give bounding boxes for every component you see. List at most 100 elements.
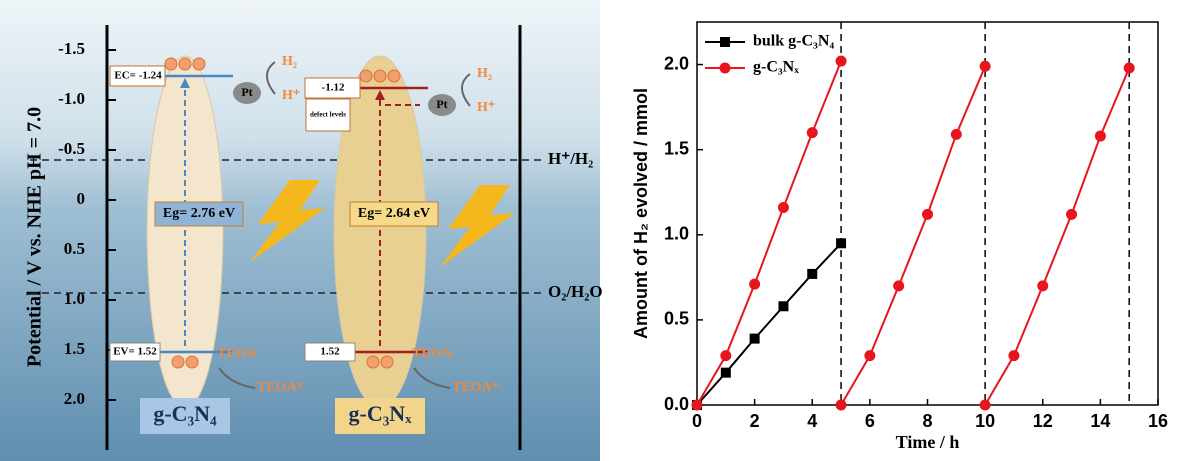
x-tick-label: 0: [692, 411, 702, 431]
data-point: [720, 350, 732, 362]
data-point: [836, 238, 847, 249]
data-point: [777, 202, 789, 214]
y-tick-label: 0.5: [64, 239, 85, 258]
data-point: [1066, 208, 1078, 220]
y-tick-label: 0.5: [664, 309, 689, 329]
x-tick-label: 12: [1033, 411, 1053, 431]
data-point: [893, 280, 905, 292]
product: H⁺: [282, 88, 300, 103]
hole: [380, 355, 394, 369]
material-name: g-C₃Nₓ: [349, 401, 413, 426]
x-tick-label: 8: [922, 411, 932, 431]
series-line: [696, 242, 842, 406]
hole: [171, 355, 185, 369]
data-point: [778, 301, 789, 312]
x-tick-label: 16: [1148, 411, 1168, 431]
electron: [387, 69, 401, 83]
y-tick-label: 2.0: [64, 389, 85, 408]
data-point: [807, 268, 818, 279]
reaction-arrow: [413, 367, 451, 389]
vb-label: EV= 1.52: [113, 346, 157, 358]
data-point: [979, 60, 991, 72]
defect-box: [305, 98, 351, 132]
x-tick-label: 4: [807, 411, 817, 431]
data-point: [835, 399, 847, 411]
data-point: [749, 333, 760, 344]
lightning: [440, 185, 515, 267]
reaction-arrow: [218, 367, 256, 389]
series-line: [696, 60, 1131, 406]
data-point: [979, 399, 991, 411]
x-tick-label: 6: [865, 411, 875, 431]
sacrificial-agent: TEOA: [412, 346, 453, 361]
electron: [178, 57, 192, 71]
reference-label: O₂/H₂O: [548, 282, 603, 301]
data-point: [806, 127, 818, 139]
legend-marker: [719, 62, 731, 74]
gap-label-box: [154, 201, 244, 227]
data-point: [864, 350, 876, 362]
gap-label-box: [349, 201, 439, 227]
x-tick-label: 14: [1090, 411, 1110, 431]
gap-label: Eg= 2.76 eV: [163, 206, 235, 221]
y-tick-label: 2.0: [664, 53, 689, 73]
data-point: [1008, 350, 1020, 362]
reference-label: H⁺/H₂: [548, 149, 593, 168]
cocatalyst: Pt: [436, 97, 447, 111]
y-tick-label: 1.0: [64, 289, 85, 308]
data-point: [835, 55, 847, 67]
y-axis-label: Amount of H₂ evolved / mmol: [631, 88, 651, 339]
material-name: g-C₃N₄: [153, 401, 217, 426]
name-box: [335, 398, 425, 434]
reaction-arrow: [266, 61, 276, 95]
y-tick-label: -1.5: [58, 39, 85, 58]
cb-label: -1.12: [322, 82, 345, 94]
background: [0, 0, 600, 461]
hole: [366, 355, 380, 369]
legend-label: g-C₃Nₓ: [753, 59, 799, 76]
y-tick-label: 0: [77, 189, 86, 208]
y-tick-label: 0.0: [664, 394, 689, 414]
legend-marker: [720, 37, 730, 47]
product: H₂: [477, 66, 492, 81]
x-axis-label: Time / h: [896, 432, 960, 452]
vb-label-box: [304, 342, 356, 362]
electron: [164, 57, 178, 71]
x-tick-label: 10: [975, 411, 995, 431]
electron: [192, 57, 206, 71]
cb-label: EC= -1.24: [114, 70, 162, 82]
vb-label: 1.52: [320, 346, 340, 358]
data-point: [1123, 62, 1135, 74]
pt-particle: [428, 94, 456, 116]
sacrificial-agent: TEOA*: [452, 380, 499, 395]
data-point: [1094, 130, 1106, 142]
y-tick-label: -0.5: [58, 139, 85, 158]
hole: [185, 355, 199, 369]
y-axis-label: Potential / V vs. NHE pH = 7.0: [24, 107, 46, 367]
electron: [359, 69, 373, 83]
cb-label-box: [109, 65, 166, 87]
line-chart: 0 2 4 6 8 10 12 14 16 0.0 0.5 1.0 1.5 2.0 Time / h Amou…: [631, 21, 1168, 452]
defect-label: defect levels: [310, 111, 346, 119]
x-tick-label: 2: [750, 411, 760, 431]
arrow-head: [375, 90, 385, 100]
pt-particle: [233, 82, 261, 104]
arrow-head: [180, 78, 190, 88]
lightning: [250, 180, 325, 262]
y-tick-label: 1.5: [64, 339, 85, 358]
cocatalyst: Pt: [241, 85, 252, 99]
product: H₂: [282, 54, 297, 69]
data-point: [950, 128, 962, 140]
vb-label-box: [109, 342, 161, 362]
product: H⁺: [477, 100, 495, 115]
y-tick-label: 1.0: [664, 224, 689, 244]
reaction-arrow: [461, 73, 471, 107]
band-diagram: -1.5 -1.0 -0.5 0 0.5 1.0 1.5 2.0 Potential / V v…: [24, 25, 603, 450]
electron: [373, 69, 387, 83]
data-point: [691, 399, 703, 411]
cb-label-box: [304, 77, 361, 99]
sacrificial-agent: TEOA: [217, 346, 258, 361]
y-tick-label: -1.0: [58, 89, 85, 108]
sacrificial-agent: TEOA*: [257, 380, 304, 395]
